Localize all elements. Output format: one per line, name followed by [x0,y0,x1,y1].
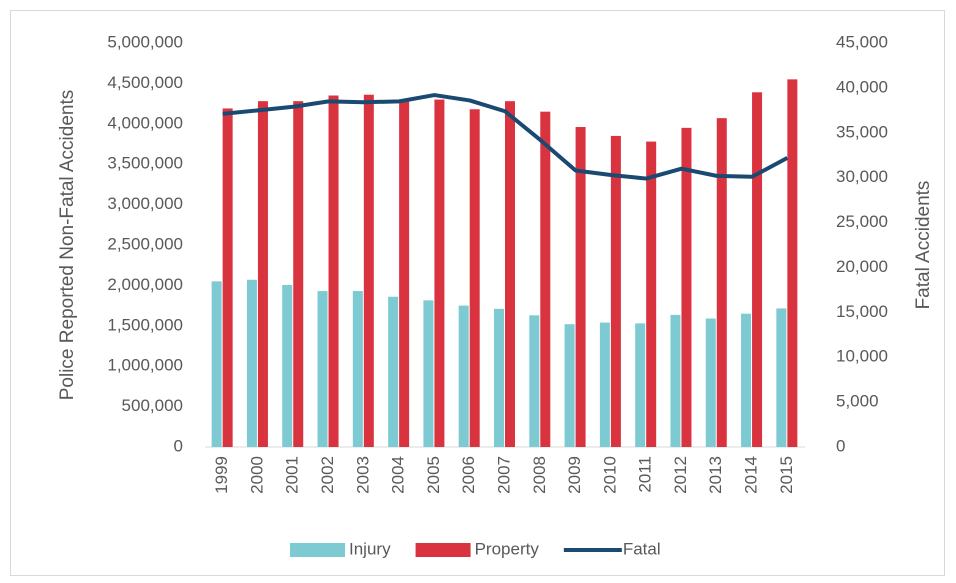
bar [540,111,551,448]
bar [211,281,222,447]
x-tick-label: 2010 [600,456,619,494]
y-tick-label: 3,000,000 [107,194,183,213]
bar [716,118,727,448]
x-tick-label: 2013 [706,456,725,494]
bar [635,323,646,447]
bar [610,135,621,448]
y2-axis-title: Fatal Accidents [913,181,934,310]
legend-swatch [415,543,471,557]
bar [257,101,268,448]
x-tick-label: 2004 [389,456,408,494]
bar [458,305,469,447]
y-tick-label: 1,500,000 [107,315,183,334]
bar [529,315,540,447]
legend-label: Property [475,539,540,558]
bar [670,314,681,447]
bar [787,79,798,448]
bar [599,322,610,447]
y-axis-title: Police Reported Non-Fatal Accidents [57,90,78,401]
x-tick-label: 2007 [494,456,513,494]
bar [776,308,787,447]
legend-swatch [290,543,345,557]
x-tick-label: 2000 [247,456,266,494]
x-tick-label: 2005 [424,456,443,494]
y-tick-label: 4,000,000 [107,113,183,132]
x-tick-label: 2009 [565,456,584,494]
y2-tick-label: 40,000 [836,77,888,96]
y-tick-label: 4,500,000 [107,73,183,92]
x-tick-label: 2015 [777,456,796,494]
y-tick-label: 0 [174,436,183,455]
bar [388,296,399,447]
x-tick-label: 2014 [742,456,761,494]
x-tick-label: 2002 [318,456,337,494]
bar [222,108,233,447]
x-tick-label: 2001 [283,456,302,494]
y2-tick-label: 20,000 [836,257,888,276]
line [222,93,789,181]
bar [741,313,752,447]
bar [399,101,410,448]
y-tick-label: 2,000,000 [107,275,183,294]
x-tick-label: 2012 [671,456,690,494]
y2-tick-label: 30,000 [836,167,888,186]
bar [564,324,575,447]
y2-tick-label: 10,000 [836,347,888,366]
y2-tick-label: 0 [836,436,845,455]
bar [505,101,515,448]
bar [646,141,657,448]
bar [246,279,257,447]
bar [423,300,434,447]
bar [282,284,293,447]
legend-label: Injury [349,539,391,558]
y2-tick-label: 25,000 [836,212,888,231]
bar [434,99,445,447]
bar [328,95,339,448]
bar [317,291,328,447]
x-tick-label: 2003 [353,456,372,494]
y2-tick-label: 15,000 [836,302,888,321]
x-tick-label: 2011 [636,456,655,493]
bar [494,308,504,447]
y2-tick-label: 5,000 [836,392,879,411]
y-tick-label: 3,500,000 [107,154,183,173]
bar [352,291,363,447]
bar [293,101,304,448]
y2-tick-label: 35,000 [836,122,888,141]
bar [575,127,586,448]
y-tick-label: 1,000,000 [107,356,183,375]
bar [469,109,480,448]
bar [681,127,692,447]
y-tick-label: 500,000 [122,396,183,415]
bar [363,94,374,447]
y-tick-label: 2,500,000 [107,234,183,253]
x-tick-label: 2008 [530,456,549,494]
x-tick-label: 2006 [459,456,478,494]
y2-tick-label: 45,000 [836,32,888,51]
bar [752,92,763,448]
legend-label: Fatal [623,539,661,558]
x-tick-label: 1999 [212,456,231,494]
y-tick-label: 5,000,000 [107,32,183,51]
bar [705,318,716,447]
